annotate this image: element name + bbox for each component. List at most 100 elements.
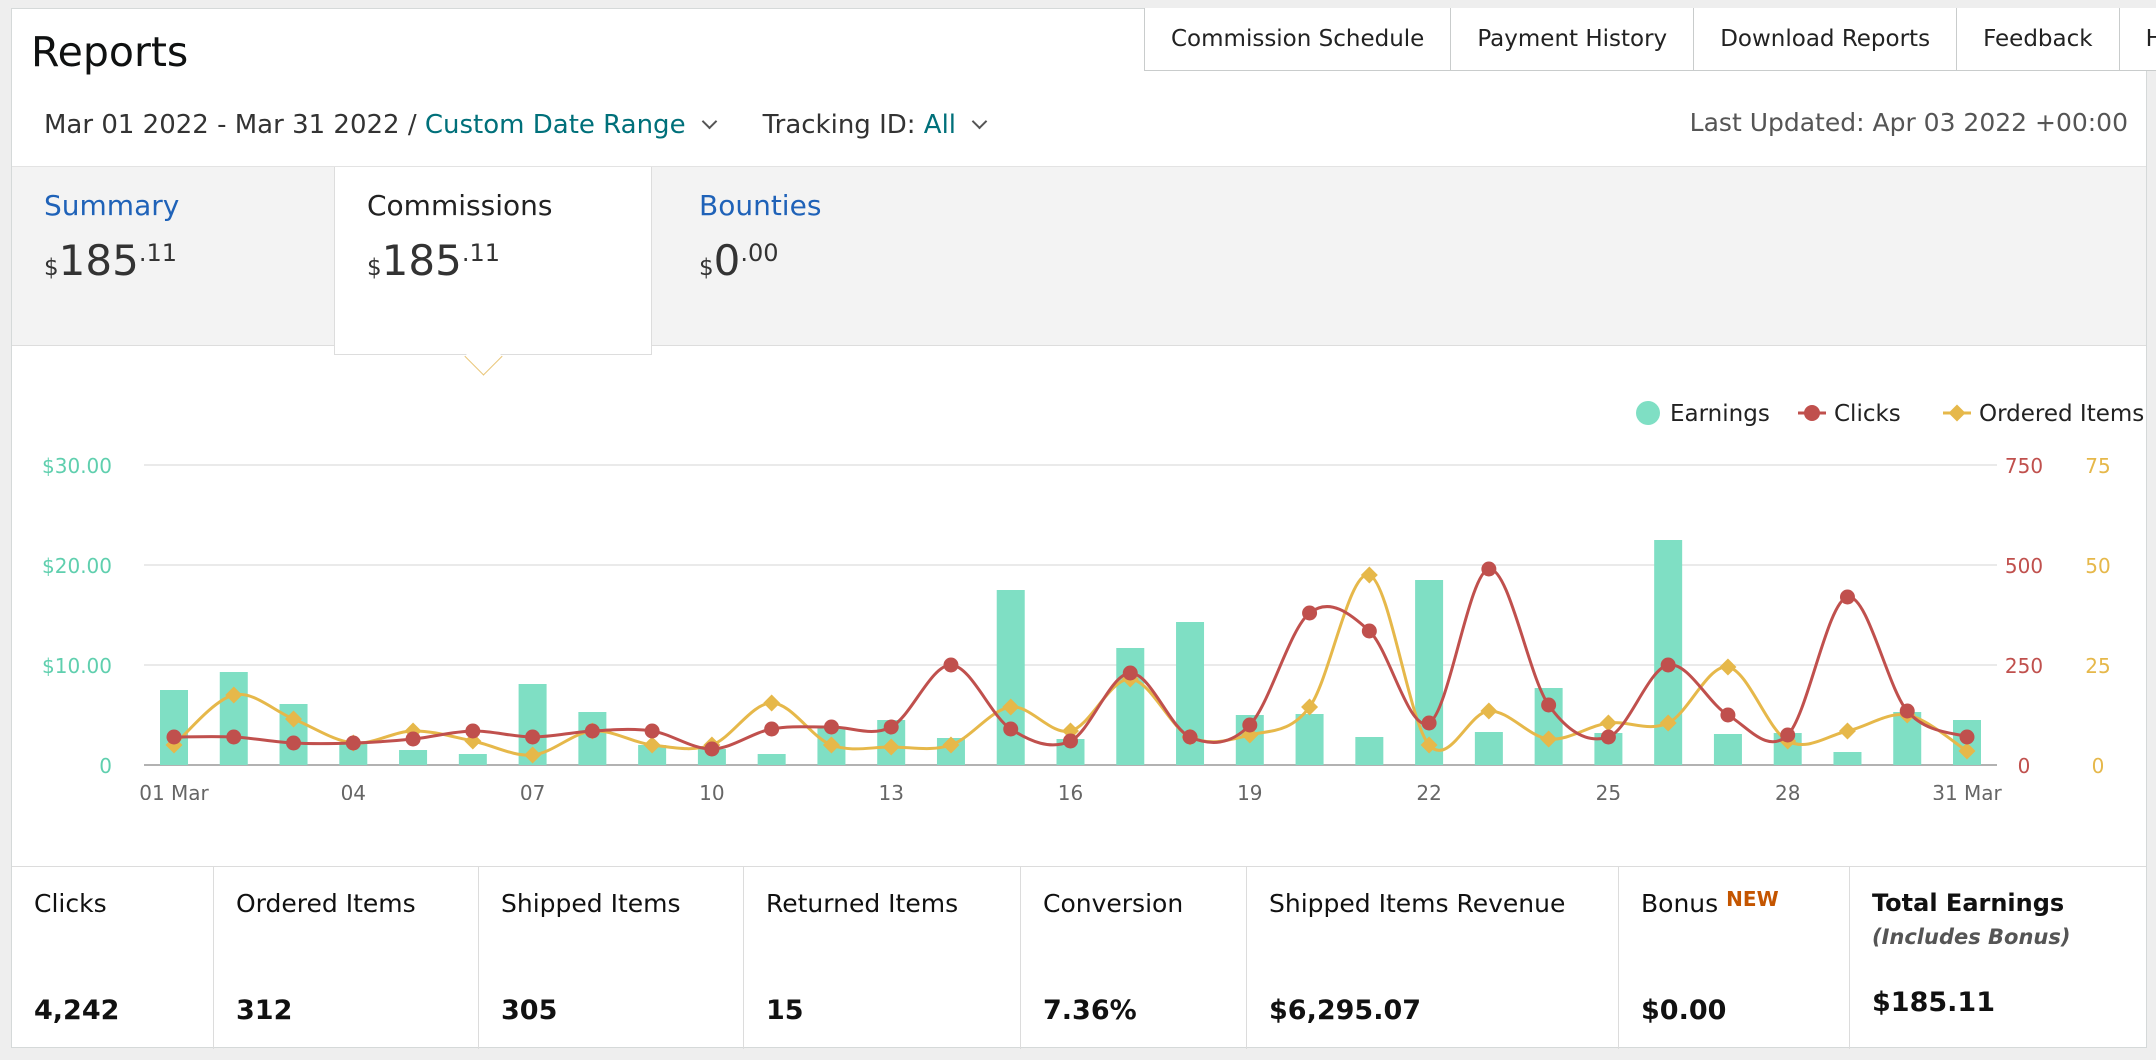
earnings-bar (339, 743, 368, 765)
chevron-down-icon[interactable] (701, 113, 717, 129)
tracking-id-dropdown[interactable]: All (923, 110, 957, 140)
amount-cents: .11 (461, 239, 500, 267)
feedback-button[interactable]: Feedback (1957, 8, 2120, 70)
clicks-point (405, 731, 421, 747)
clicks-point (1899, 703, 1915, 719)
tracking-id-label: Tracking ID: (762, 110, 916, 140)
x-axis-tick: 16 (1058, 781, 1083, 800)
clicks-point (943, 657, 959, 673)
x-axis-tick: 31 Mar (1932, 781, 2002, 800)
currency-symbol: $ (44, 255, 59, 281)
download-reports-button[interactable]: Download Reports (1694, 8, 1958, 70)
metrics-bar: Clicks 4,242 Ordered Items 312 Shipped I… (12, 866, 2146, 1049)
clicks-point (1003, 721, 1019, 737)
tab-commissions[interactable]: Commissions $185.11 (334, 167, 652, 355)
x-axis-tick: 07 (520, 781, 545, 800)
tab-bounties-amount: $0.00 (699, 236, 987, 285)
metric-sublabel: (Includes Bonus) (1872, 925, 2071, 949)
metric-value: $185.11 (1872, 987, 1995, 1018)
ordered-items-point (1360, 566, 1378, 584)
x-axis-tick: 04 (341, 781, 366, 800)
metric-value: 7.36% (1043, 995, 1137, 1026)
y-axis-left-tick: 0 (99, 754, 112, 778)
clicks-point (1481, 561, 1497, 577)
chart-svg: 0 $10.00 $20.00 $30.00 0 250 500 750 0 25 50 75 01 M… (42, 401, 2144, 805)
earnings-bar (1415, 580, 1444, 765)
clicks-point (345, 735, 361, 751)
metric-label: Clicks (34, 889, 107, 918)
metric-value: 305 (501, 995, 558, 1026)
x-axis-tick: 13 (878, 781, 903, 800)
help-button[interactable]: Help (2119, 8, 2156, 70)
ordered-items-point (1659, 714, 1677, 732)
earnings-bar (757, 754, 786, 765)
clicks-point (1780, 727, 1796, 743)
y-axis-clicks-tick: 500 (2005, 554, 2043, 578)
metric-label: Bonus NEW (1641, 887, 1849, 918)
ordered-items-point (1480, 702, 1498, 720)
legend-label: Clicks (1834, 401, 1901, 427)
clicks-point (1063, 733, 1078, 749)
earnings-bar (1355, 737, 1384, 765)
y-axis-clicks-tick: 750 (2005, 454, 2043, 478)
clicks-point (584, 723, 600, 739)
tab-summary[interactable]: Summary $185.11 (12, 167, 334, 345)
date-range-text: Mar 01 2022 - Mar 31 2022 / (44, 110, 417, 140)
tab-commissions-amount: $185.11 (367, 236, 651, 285)
clicks-point (764, 721, 780, 737)
legend-clicks-marker (1804, 405, 1820, 421)
ordered-items-point (942, 736, 960, 754)
metric-returned-items: Returned Items 15 (744, 867, 1021, 1049)
clicks-point (1541, 697, 1557, 713)
ordered-items-point (643, 736, 661, 754)
x-axis-tick: 19 (1237, 781, 1262, 800)
amount-cents: .00 (740, 239, 779, 267)
y-axis-ordered-tick: 25 (2085, 654, 2110, 678)
earnings-chart: 0 $10.00 $20.00 $30.00 0 250 500 750 0 25 50 75 01 M… (12, 380, 2146, 805)
ordered-items-point (1719, 658, 1737, 676)
metric-total-earnings: Total Earnings (Includes Bonus) $185.11 (1850, 867, 2146, 1049)
currency-symbol: $ (699, 255, 714, 281)
top-nav: Commission Schedule Payment History Down… (1144, 8, 2156, 71)
y-axis-ordered-tick: 75 (2085, 454, 2110, 478)
amount-whole: 185 (58, 236, 139, 285)
metric-label: Total Earnings (1872, 889, 2065, 917)
y-axis-ordered-tick: 50 (2085, 554, 2110, 578)
ordered-items-point (763, 694, 781, 712)
earnings-bar (1295, 714, 1324, 765)
tab-bounties[interactable]: Bounties $0.00 (667, 167, 987, 345)
clicks-point (1361, 623, 1377, 639)
clicks-point (1302, 605, 1318, 621)
metric-label: Shipped Items Revenue (1269, 889, 1566, 918)
ordered-items-point (285, 710, 303, 728)
bonus-label: Bonus (1641, 889, 1719, 918)
x-axis-tick: 10 (699, 781, 724, 800)
metric-value: 4,242 (34, 995, 120, 1026)
earnings-bar (399, 750, 428, 765)
y-axis-clicks-tick: 0 (2018, 754, 2031, 778)
x-axis-tick: 01 Mar (139, 781, 209, 800)
y-axis-left-tick: $20.00 (42, 554, 112, 578)
page-title: Reports (31, 28, 189, 76)
earnings-bar (1713, 734, 1742, 765)
metric-ordered-items: Ordered Items 312 (214, 867, 479, 1049)
earnings-bar (1474, 732, 1503, 765)
earnings-bar (996, 590, 1025, 765)
date-range-dropdown[interactable]: Custom Date Range (424, 110, 686, 140)
clicks-point (525, 729, 541, 745)
clicks-point (1242, 717, 1258, 733)
commission-schedule-button[interactable]: Commission Schedule (1145, 8, 1452, 70)
amount-cents: .11 (138, 239, 177, 267)
payment-history-button[interactable]: Payment History (1451, 8, 1695, 70)
x-axis-tick: 25 (1596, 781, 1621, 800)
metric-label: Shipped Items (501, 889, 681, 918)
y-axis-ordered-tick: 0 (2092, 754, 2105, 778)
metric-bonus: Bonus NEW $0.00 (1619, 867, 1850, 1049)
earnings-bar (697, 749, 726, 765)
chevron-down-icon[interactable] (971, 113, 988, 129)
y-axis-left-tick: $10.00 (42, 654, 112, 678)
ordered-items-point (524, 746, 542, 764)
ordered-items-point (1301, 698, 1319, 716)
metric-clicks: Clicks 4,242 (12, 867, 214, 1049)
report-tabs: Summary $185.11 Commissions $185.11 Boun… (12, 166, 2146, 355)
